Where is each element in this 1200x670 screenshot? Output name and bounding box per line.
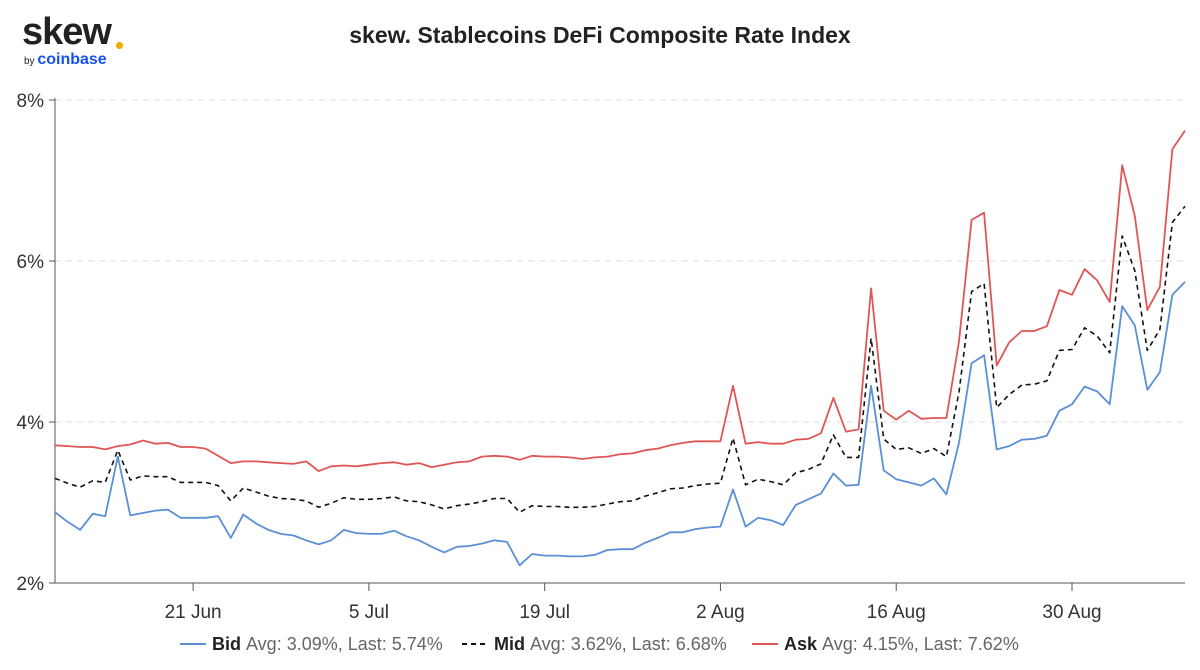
legend-name-bid: Bid <box>212 634 241 654</box>
x-tick-label: 19 Jul <box>519 602 570 623</box>
legend-name-ask: Ask <box>784 634 818 654</box>
logo-byline: by coinbase <box>24 52 107 70</box>
y-tick-label: 2% <box>17 574 45 595</box>
logo-wordmark: skew <box>22 11 112 53</box>
series-line-mid <box>54 205 1186 513</box>
legend: Bid Avg: 3.09%, Last: 5.74% Mid Avg: 3.62%,… <box>180 634 1019 654</box>
series-line-bid <box>54 281 1186 567</box>
legend-stats-ask: Avg: 4.15%, Last: 7.62% <box>822 634 1019 654</box>
x-tick-label: 2 Aug <box>696 602 745 623</box>
legend-item-mid: Mid Avg: 3.62%, Last: 6.68% <box>494 634 727 654</box>
x-tick-label: 16 Aug <box>867 602 926 623</box>
legend-item-ask: Ask Avg: 4.15%, Last: 7.62% <box>784 634 1019 654</box>
x-tick-label: 5 Jul <box>349 602 389 623</box>
y-tick-label: 6% <box>17 252 45 273</box>
legend-name-mid: Mid <box>494 634 525 654</box>
y-tick-label: 4% <box>17 413 45 434</box>
legend-item-bid: Bid Avg: 3.09%, Last: 5.74% <box>212 634 443 654</box>
series-layer <box>54 130 1186 567</box>
logo-by: by <box>24 56 35 67</box>
grid-layer <box>55 99 1185 423</box>
x-tick-label: 21 Jun <box>165 602 222 623</box>
x-tick-label: 30 Aug <box>1042 602 1101 623</box>
logo-dot <box>116 42 123 49</box>
axis-layer: 2% 4% 6% 8% 21 Jun 5 Jul 19 Jul 2 Aug 16 Aug 30 A… <box>17 91 1185 623</box>
legend-stats-bid: Avg: 3.09%, Last: 5.74% <box>246 634 443 654</box>
y-tick-label: 8% <box>17 91 45 112</box>
logo-brand: coinbase <box>37 51 107 68</box>
chart-title: skew. Stablecoins DeFi Composite Rate In… <box>349 22 851 48</box>
skew-logo: skew by coinbase <box>22 10 142 70</box>
legend-stats-mid: Avg: 3.62%, Last: 6.68% <box>530 634 727 654</box>
series-line-ask <box>54 130 1186 472</box>
